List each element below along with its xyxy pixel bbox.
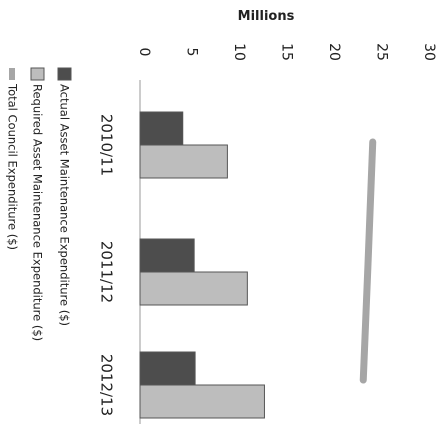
- legend-label-0: Actual Asset Maintenance Expenditure ($): [58, 84, 72, 326]
- category-label-2012-13: 2012/13: [98, 354, 116, 416]
- axis-title: Millions: [238, 9, 295, 24]
- bar-actual-2010-11: [139, 111, 184, 146]
- bar-required-2011-12: [139, 271, 248, 306]
- tick-label-20: 20: [326, 43, 342, 61]
- category-label-2011-12: 2011/12: [98, 241, 116, 303]
- tick-label-25: 25: [374, 43, 390, 61]
- bar-required-2010-11: [139, 144, 228, 179]
- bar-actual-2012-13: [139, 351, 196, 386]
- line-total-council-expenditure: [359, 138, 377, 384]
- tick-label-0: 0: [136, 48, 152, 57]
- bar-actual-2011-12: [139, 238, 195, 273]
- tick-label-15: 15: [279, 43, 295, 61]
- tick-label-5: 5: [184, 48, 200, 57]
- tick-label-10: 10: [231, 43, 247, 61]
- legend-swatch-0: [57, 67, 72, 81]
- legend-label-2: Total Council Expenditure ($): [6, 83, 20, 250]
- tick-label-30: 30: [421, 43, 437, 61]
- legend-swatch-1: [30, 67, 45, 81]
- bar-required-2012-13: [139, 384, 265, 419]
- legend-swatch-2: [9, 68, 15, 80]
- legend-label-1: Required Asset Maintenance Expenditure (…: [31, 84, 45, 341]
- category-label-2010-11: 2010/11: [98, 114, 116, 176]
